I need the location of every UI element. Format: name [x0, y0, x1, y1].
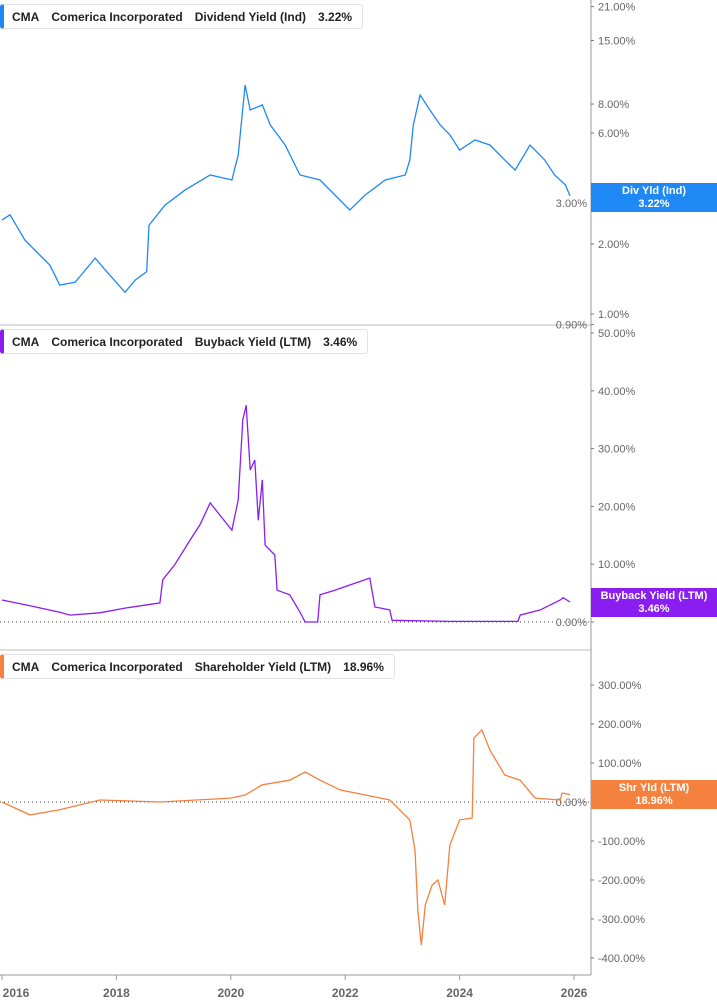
- y-tick-label: 21.00%: [598, 2, 636, 14]
- y-tick-label: 200.00%: [598, 719, 642, 731]
- x-tick-label: 2026: [561, 986, 588, 1000]
- series-line-1: [1, 405, 571, 623]
- y-tick-label: 50.00%: [598, 328, 636, 340]
- legend-company: Comerica Incorporated: [51, 9, 183, 24]
- tag-label: Shr Yld (LTM): [618, 781, 690, 794]
- y-tick-label: 20.00%: [598, 501, 636, 513]
- x-tick-label: 2020: [217, 986, 244, 1000]
- y-tick-label: 8.00%: [598, 99, 629, 111]
- series-line-0: [1, 84, 571, 294]
- y-tick-label: 0.90%: [556, 320, 587, 332]
- y-tick-label: 10.00%: [598, 559, 636, 571]
- legend-company: Comerica Incorporated: [51, 659, 183, 674]
- x-tick-label: 2022: [332, 986, 359, 1000]
- tag-value: 3.46%: [638, 602, 670, 615]
- y-tick-label: 300.00%: [598, 680, 642, 692]
- tag-label: Buyback Yield (LTM): [600, 589, 708, 602]
- legend-value: 3.46%: [323, 334, 358, 349]
- legend-company: Comerica Incorporated: [51, 334, 183, 349]
- y-tick-label: -300.00%: [598, 914, 645, 926]
- y-tick-label: 15.00%: [598, 36, 636, 48]
- y-tick-label: -200.00%: [598, 875, 645, 887]
- last-value-tag-buyback: Buyback Yield (LTM) 3.46%: [591, 588, 717, 617]
- legend-ticker: CMA: [12, 334, 40, 349]
- y-tick-label: 2.00%: [598, 239, 629, 251]
- y-tick-label: 1.00%: [598, 309, 629, 321]
- y-tick-label: 30.00%: [598, 444, 636, 456]
- legend-value: 18.96%: [343, 659, 384, 674]
- legend-ticker: CMA: [12, 659, 40, 674]
- series-line-2: [1, 728, 571, 946]
- x-tick-label: 2024: [446, 986, 473, 1000]
- y-tick-label: -100.00%: [598, 836, 645, 848]
- tag-value: 18.96%: [635, 794, 673, 807]
- y-tick-label: 0.00%: [556, 797, 587, 809]
- legend-buyback: CMA Comerica Incorporated Buyback Yield …: [0, 329, 369, 354]
- last-value-tag-dividend: Div Yld (Ind) 3.22%: [591, 183, 717, 212]
- last-value-tag-shareholder: Shr Yld (LTM) 18.96%: [591, 780, 717, 809]
- y-tick-label: 40.00%: [598, 386, 636, 398]
- y-tick-label: 0.00%: [556, 617, 587, 629]
- legend-metric: Shareholder Yield (LTM): [194, 659, 332, 674]
- y-tick-label: 6.00%: [598, 128, 629, 140]
- x-tick-label: 2018: [103, 986, 130, 1000]
- y-tick-label: 100.00%: [598, 758, 642, 770]
- legend-ticker: CMA: [12, 9, 40, 24]
- legend-metric: Buyback Yield (LTM): [194, 334, 312, 349]
- legend-shareholder: CMA Comerica Incorporated Shareholder Yi…: [0, 654, 395, 679]
- y-tick-label: -400.00%: [598, 953, 645, 965]
- tag-label: Div Yld (Ind): [622, 184, 686, 197]
- x-tick-label: 2016: [3, 986, 30, 1000]
- legend-dividend: CMA Comerica Incorporated Dividend Yield…: [0, 4, 364, 29]
- legend-metric: Dividend Yield (Ind): [194, 9, 307, 24]
- legend-value: 3.22%: [318, 9, 353, 24]
- tag-value: 3.22%: [638, 197, 670, 210]
- y-tick-label: 3.00%: [556, 198, 587, 210]
